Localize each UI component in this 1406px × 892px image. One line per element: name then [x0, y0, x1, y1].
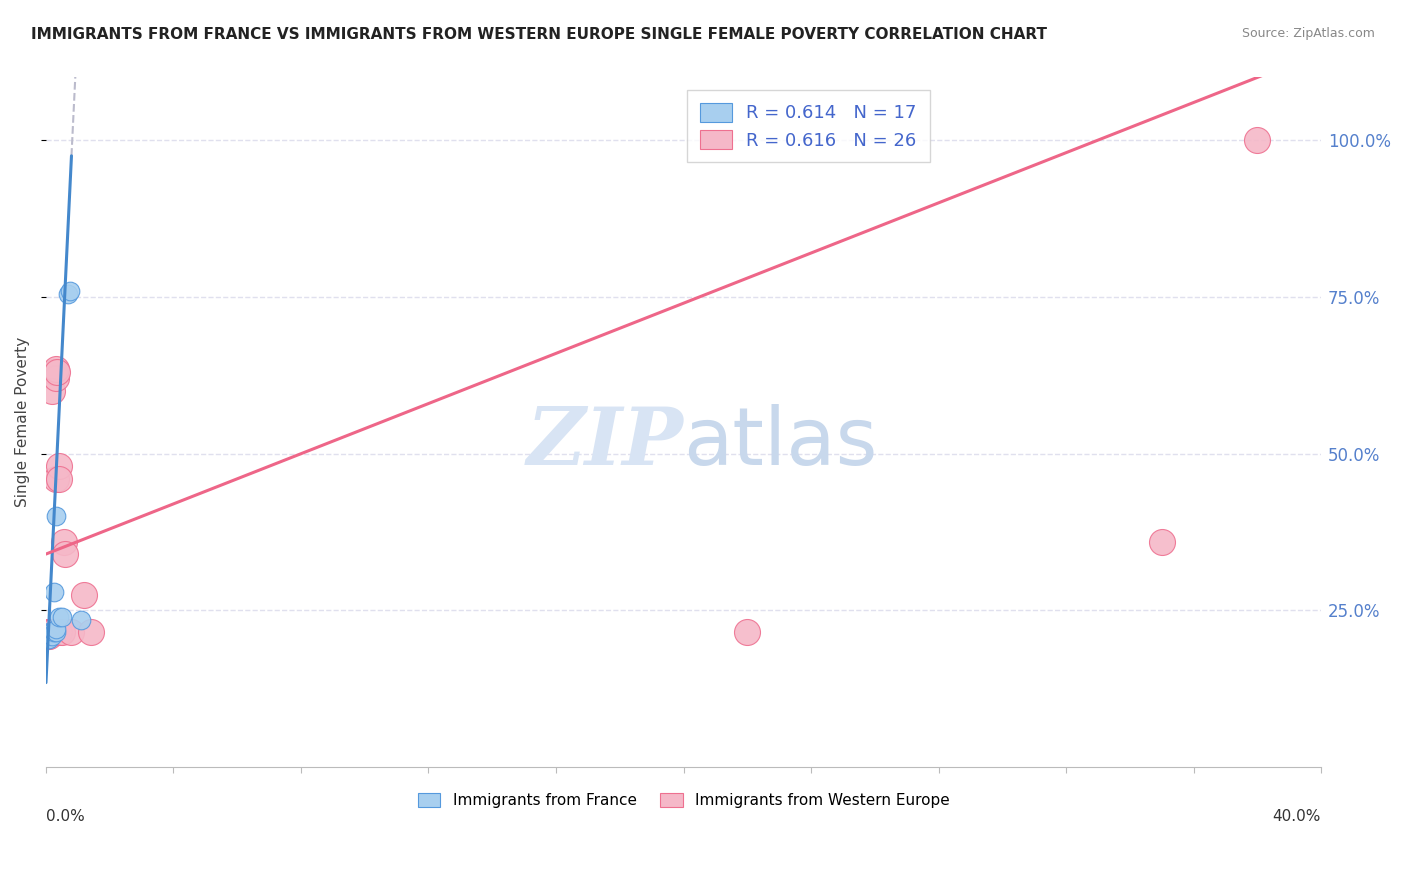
- Point: [42, 584, 65, 599]
- Point: [48, 472, 70, 486]
- Point: [1246, 133, 1268, 147]
- Legend: R = 0.614   N = 17, R = 0.616   N = 26: R = 0.614 N = 17, R = 0.616 N = 26: [688, 90, 929, 162]
- Point: [38, 625, 60, 640]
- Text: 40.0%: 40.0%: [1272, 809, 1322, 823]
- Point: [60, 625, 83, 640]
- Point: [39, 625, 62, 640]
- Point: [38, 625, 60, 640]
- Point: [44, 625, 66, 640]
- Point: [44, 622, 66, 636]
- Point: [41, 384, 63, 398]
- Point: [41, 625, 63, 640]
- Point: [44, 371, 66, 385]
- Point: [58, 286, 80, 301]
- Point: [44, 362, 66, 376]
- Text: atlas: atlas: [683, 404, 877, 482]
- Point: [48, 625, 70, 640]
- Text: Source: ZipAtlas.com: Source: ZipAtlas.com: [1241, 27, 1375, 40]
- Point: [39, 625, 62, 640]
- Point: [735, 625, 758, 640]
- Point: [37, 632, 59, 646]
- Point: [41, 629, 63, 643]
- Text: ZIP: ZIP: [527, 404, 683, 482]
- Point: [59, 284, 82, 298]
- Point: [46, 365, 69, 379]
- Point: [37, 629, 59, 643]
- Point: [38, 625, 60, 640]
- Point: [52, 534, 75, 549]
- Point: [38, 629, 60, 643]
- Point: [48, 609, 70, 624]
- Point: [44, 472, 66, 486]
- Point: [79, 625, 101, 640]
- Point: [51, 609, 73, 624]
- Point: [41, 625, 63, 640]
- Point: [37, 625, 59, 640]
- Point: [41, 625, 63, 640]
- Point: [53, 547, 76, 561]
- Point: [1150, 534, 1173, 549]
- Point: [70, 613, 93, 627]
- Point: [73, 588, 96, 602]
- Text: 0.0%: 0.0%: [46, 809, 84, 823]
- Point: [42, 625, 65, 640]
- Point: [38, 632, 60, 646]
- Text: IMMIGRANTS FROM FRANCE VS IMMIGRANTS FROM WESTERN EUROPE SINGLE FEMALE POVERTY C: IMMIGRANTS FROM FRANCE VS IMMIGRANTS FRO…: [31, 27, 1047, 42]
- Point: [48, 459, 70, 474]
- Point: [51, 625, 73, 640]
- Point: [42, 365, 65, 379]
- Y-axis label: Single Female Poverty: Single Female Poverty: [15, 337, 30, 508]
- Point: [44, 509, 66, 524]
- Point: [41, 625, 63, 640]
